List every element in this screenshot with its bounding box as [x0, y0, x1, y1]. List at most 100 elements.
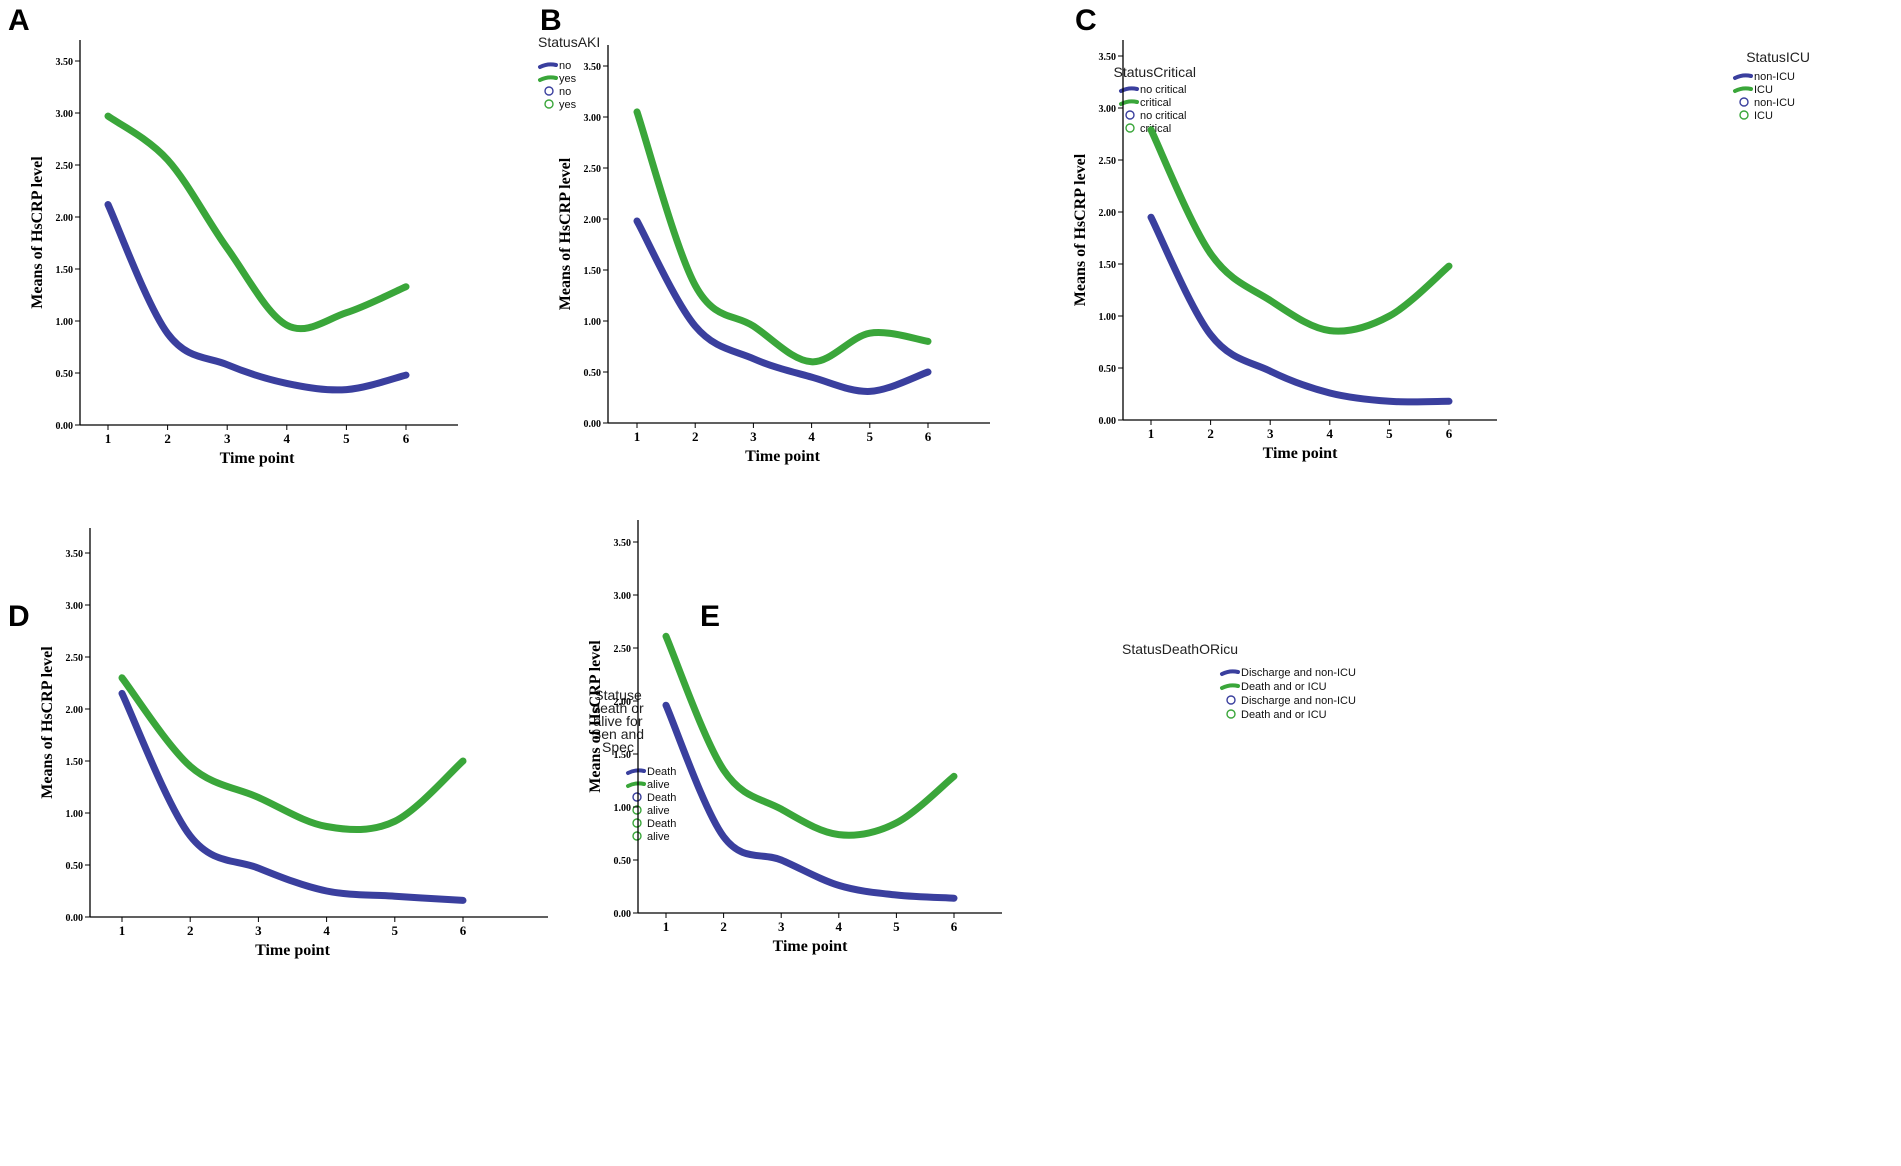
legend-circle-symbol: [632, 792, 642, 802]
x-axis-title: Time point: [220, 450, 296, 467]
legend-item-label: non-ICU: [1754, 97, 1795, 109]
legend-circle-symbol: [544, 86, 554, 96]
legend-item-label: ICU: [1754, 110, 1773, 122]
legend-item-label: alive: [647, 779, 670, 791]
chart-panel-b: B 0.00 0.50 1.00 1.50 2.00 2.50 3.00 3.50 1 2 3 4 5 6 T…: [540, 4, 1196, 465]
x-tick-label: 1: [119, 923, 126, 938]
panel-letter: C: [1075, 4, 1097, 37]
y-tick-label: 0.00: [614, 909, 632, 920]
legend-line-symbol: [538, 62, 558, 69]
x-axis-title: Time point: [773, 938, 849, 955]
y-tick-label: 2.00: [584, 215, 602, 226]
legend-item-label: Death and or ICU: [1241, 709, 1327, 721]
y-tick-label: 2.00: [56, 213, 74, 224]
legend-item-label: no: [559, 60, 571, 72]
x-tick-label: 5: [1386, 426, 1393, 441]
legend-circle-symbol: [1125, 123, 1135, 133]
y-tick-label: 0.50: [584, 368, 602, 379]
legend-line-symbol: [626, 768, 646, 775]
y-tick-label: 3.50: [56, 57, 74, 68]
series-line-green: [633, 108, 932, 366]
x-tick-label: 6: [951, 919, 958, 934]
panel-letter: D: [8, 600, 30, 633]
legend-item-label: non-ICU: [1754, 71, 1795, 83]
y-tick-label: 2.50: [66, 653, 84, 664]
legend-item-label: Death: [647, 766, 676, 778]
y-axis-title: Means of HsCRP level: [557, 157, 574, 310]
y-tick-label: 0.00: [1099, 416, 1117, 427]
legend-item-label: no: [559, 86, 571, 98]
series-line-green: [1147, 126, 1453, 335]
y-tick-label: 3.50: [584, 62, 602, 73]
legend-circle-symbol: [544, 99, 554, 109]
y-tick-label: 1.50: [614, 750, 632, 761]
legend-circle-symbol: [1226, 695, 1236, 705]
y-axis-title: Means of HsCRP level: [587, 640, 604, 793]
y-tick-label: 2.50: [1099, 156, 1117, 167]
chart-panel-c: C 0.00 0.50 1.00 1.50 2.00 2.50 3.00 3.50 1 2 3 4 5 6 T…: [1072, 4, 1810, 462]
legend-item-label: Death: [647, 792, 676, 804]
y-tick-label: 0.50: [66, 861, 84, 872]
y-axis-title: Means of HsCRP level: [29, 156, 46, 309]
legend-title: StatusAKI: [538, 34, 600, 50]
legend-line-symbol: [1220, 669, 1240, 676]
chart-panel-e: E 0.00 0.50 1.00 1.50 2.00 2.50 3.00 3.50 1 2 3 4 5 6 T…: [587, 520, 1356, 955]
series-line-green: [662, 632, 958, 839]
legend-item-label: Discharge and non-ICU: [1241, 695, 1356, 707]
x-tick-label: 1: [663, 919, 670, 934]
legend-circle-symbol: [1226, 709, 1236, 719]
x-tick-label: 1: [634, 429, 641, 444]
legend-item-label: Death: [647, 818, 676, 830]
series-line-blue: [104, 201, 410, 394]
y-tick-label: 0.00: [56, 421, 74, 432]
legend: StatusDeathORicu Discharge and non-ICU Dea…: [1122, 641, 1356, 721]
legend-item-label: critical: [1140, 97, 1171, 109]
legend-line-symbol: [1733, 86, 1753, 93]
x-tick-label: 1: [105, 431, 112, 446]
legend-item-label: yes: [559, 73, 577, 85]
x-tick-label: 3: [255, 923, 262, 938]
x-tick-label: 4: [284, 431, 291, 446]
panel-letter: A: [8, 4, 30, 37]
x-tick-label: 2: [187, 923, 194, 938]
panel-letter: B: [540, 4, 562, 37]
y-tick-label: 0.00: [584, 419, 602, 430]
x-tick-label: 5: [867, 429, 874, 444]
legend-item-label: critical: [1140, 123, 1171, 135]
y-axis-title: Means of HsCRP level: [39, 646, 56, 799]
x-axis-title: Time point: [1263, 445, 1339, 462]
chart-panel-d: D 0.00 0.50 1.00 1.50 2.00 2.50 3.00 3.50 1 2 3 4 5 6 T…: [8, 528, 676, 959]
x-tick-label: 3: [224, 431, 231, 446]
y-tick-label: 3.00: [1099, 104, 1117, 115]
legend-line-symbol: [538, 75, 558, 82]
legend-title: StatusDeathORicu: [1122, 641, 1238, 657]
legend-line-symbol: [626, 781, 646, 788]
series-line-blue: [662, 701, 958, 902]
y-tick-label: 3.00: [56, 109, 74, 120]
legend-circle-symbol: [632, 831, 642, 841]
series-line-blue: [633, 217, 932, 395]
x-tick-label: 6: [925, 429, 932, 444]
x-tick-label: 3: [750, 429, 757, 444]
legend-title: StatusICU: [1746, 49, 1810, 65]
legend-title-line: Sen and: [592, 726, 644, 742]
legend-title-line: Spec: [602, 739, 634, 755]
legend-circle-symbol: [1739, 110, 1749, 120]
y-tick-label: 2.50: [584, 164, 602, 175]
y-tick-label: 2.00: [614, 697, 632, 708]
x-tick-label: 4: [1327, 426, 1334, 441]
y-tick-label: 1.00: [66, 809, 84, 820]
y-tick-label: 1.00: [1099, 312, 1117, 323]
x-tick-label: 3: [778, 919, 785, 934]
x-tick-label: 3: [1267, 426, 1274, 441]
y-tick-label: 2.50: [614, 644, 632, 655]
x-tick-label: 1: [1148, 426, 1155, 441]
y-tick-label: 1.00: [614, 803, 632, 814]
y-tick-label: 3.00: [66, 601, 84, 612]
x-tick-label: 2: [720, 919, 727, 934]
x-tick-label: 4: [323, 923, 330, 938]
